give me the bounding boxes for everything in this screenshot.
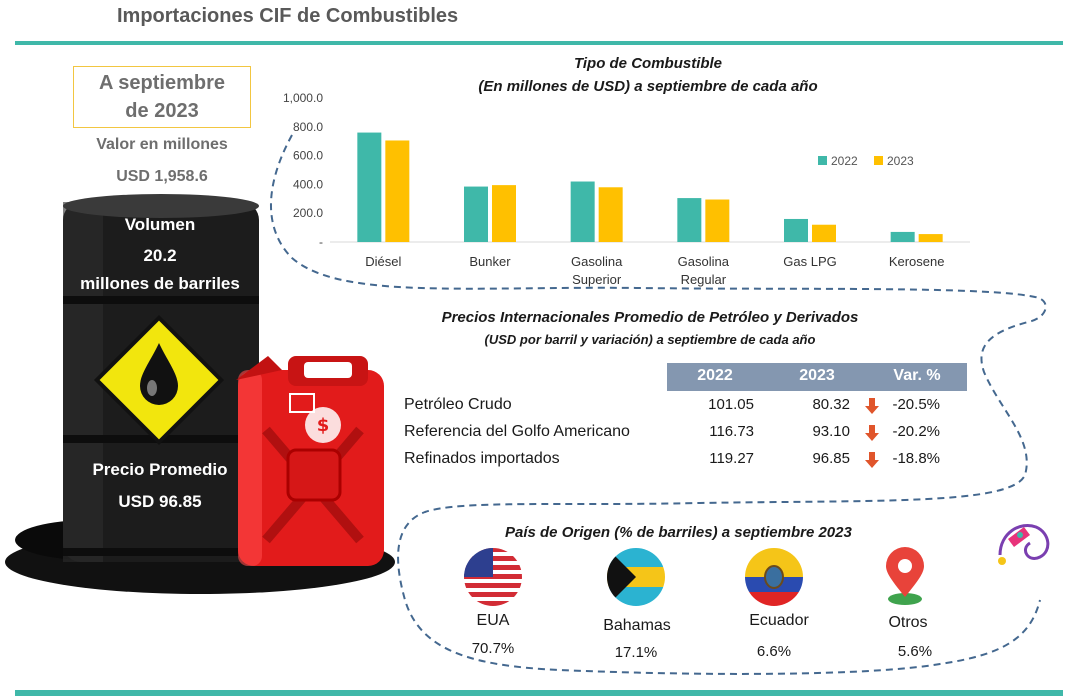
- down-arrow-icon: [865, 452, 879, 468]
- bar-2023: [812, 224, 836, 242]
- prices-table-header: 2022 2023 Var. %: [667, 363, 967, 391]
- bar-2022: [357, 132, 382, 242]
- bottom-divider: [15, 690, 1063, 696]
- jerrycan-icon: $: [236, 356, 384, 566]
- fuel-nozzle-icon: [998, 524, 1050, 565]
- x-category-label: Bunker: [469, 254, 511, 269]
- bar-2022: [570, 181, 595, 242]
- date-box: A septiembre de 2023: [73, 66, 251, 128]
- price-2022: 116.73: [709, 423, 754, 440]
- page-title: Importaciones CIF de Combustibles: [117, 5, 459, 27]
- x-category-label: Gas LPG: [783, 254, 836, 269]
- date-line-1: A septiembre: [99, 72, 225, 94]
- country-pct-ecuador: 6.6%: [756, 643, 792, 660]
- legend-swatch-2022: [818, 156, 827, 165]
- bar-2023: [918, 234, 943, 242]
- volume-value: 20.2: [143, 246, 177, 265]
- price-var: -20.5%: [892, 396, 940, 413]
- price-2022: 119.27: [709, 450, 754, 467]
- oil-barrel-illustration: [5, 194, 395, 594]
- origin-title: País de Origen (% de barriles) a septiem…: [505, 524, 852, 541]
- price-row-label: Refinados importados: [404, 450, 560, 467]
- y-tick-label: 600.0: [293, 149, 323, 163]
- bar-2022: [890, 231, 915, 242]
- usa-flag-icon: [464, 548, 522, 606]
- prices-subtitle: (USD por barril y variación) a septiembr…: [484, 332, 816, 347]
- down-arrow-icon: [865, 398, 879, 414]
- country-name-bahamas: Bahamas: [603, 617, 671, 634]
- y-tick-label: -: [319, 235, 323, 249]
- bar-2023: [705, 199, 730, 242]
- country-name-otros: Otros: [888, 614, 928, 631]
- price-2023: 93.10: [812, 423, 850, 440]
- x-category-label: Kerosene: [889, 254, 945, 269]
- legend-label-2022: 2022: [831, 154, 858, 168]
- country-pct-otros: 5.6%: [897, 643, 933, 660]
- svg-text:$: $: [317, 415, 330, 436]
- chart-subtitle: (En millones de USD) a septiembre de cad…: [478, 78, 818, 95]
- volume-label: Volumen: [124, 215, 196, 234]
- ecuador-flag-icon: [745, 548, 803, 606]
- y-tick-label: 400.0: [293, 177, 323, 191]
- col-2023: 2023: [799, 367, 835, 384]
- price-2023: 80.32: [812, 396, 850, 413]
- down-arrow-icon: [865, 425, 879, 441]
- x-category-label: Gasolina Regular: [678, 254, 730, 287]
- bar-chart: 1,000.0 800.0 600.0 400.0 200.0 - Diésel Bunker…: [283, 91, 970, 287]
- bahamas-flag-icon: [607, 548, 665, 606]
- price-var: -20.2%: [892, 423, 940, 440]
- top-divider: [15, 41, 1063, 45]
- price-row-label: Referencia del Golfo Americano: [404, 423, 630, 440]
- country-pct-eua: 70.7%: [471, 640, 515, 657]
- x-category-label: Diésel: [365, 254, 401, 269]
- bar-2023: [385, 140, 410, 242]
- y-tick-label: 1,000.0: [283, 91, 323, 105]
- bar-2022: [464, 186, 488, 242]
- country-pct-bahamas: 17.1%: [614, 644, 658, 661]
- col-var: Var. %: [893, 367, 941, 384]
- bar-2022: [784, 218, 808, 242]
- bar-2022: [677, 198, 702, 242]
- prices-title: Precios Internacionales Promedio de Petr…: [441, 309, 859, 326]
- y-tick-label: 200.0: [293, 206, 323, 220]
- y-tick-label: 800.0: [293, 120, 323, 134]
- price-value: USD 96.85: [118, 492, 202, 511]
- bar-2023: [598, 187, 623, 242]
- price-2023: 96.85: [812, 450, 850, 467]
- legend-label-2023: 2023: [887, 154, 914, 168]
- country-name-eua: EUA: [476, 612, 510, 629]
- col-2022: 2022: [697, 367, 733, 384]
- value-label: Valor en millones: [96, 136, 228, 153]
- map-pin-icon: [886, 547, 924, 605]
- chart-title: Tipo de Combustible: [573, 55, 723, 72]
- x-category-label: Gasolina Superior: [571, 254, 623, 287]
- price-2022: 101.05: [708, 396, 754, 413]
- date-line-2: de 2023: [125, 100, 199, 122]
- volume-unit: millones de barriles: [80, 274, 240, 293]
- price-row-label: Petróleo Crudo: [404, 396, 512, 413]
- country-name-ecuador: Ecuador: [749, 612, 809, 629]
- price-label: Precio Promedio: [92, 460, 228, 479]
- legend-swatch-2023: [874, 156, 883, 165]
- bar-2023: [492, 185, 516, 242]
- price-var: -18.8%: [892, 450, 940, 467]
- value-amount: USD 1,958.6: [116, 168, 208, 185]
